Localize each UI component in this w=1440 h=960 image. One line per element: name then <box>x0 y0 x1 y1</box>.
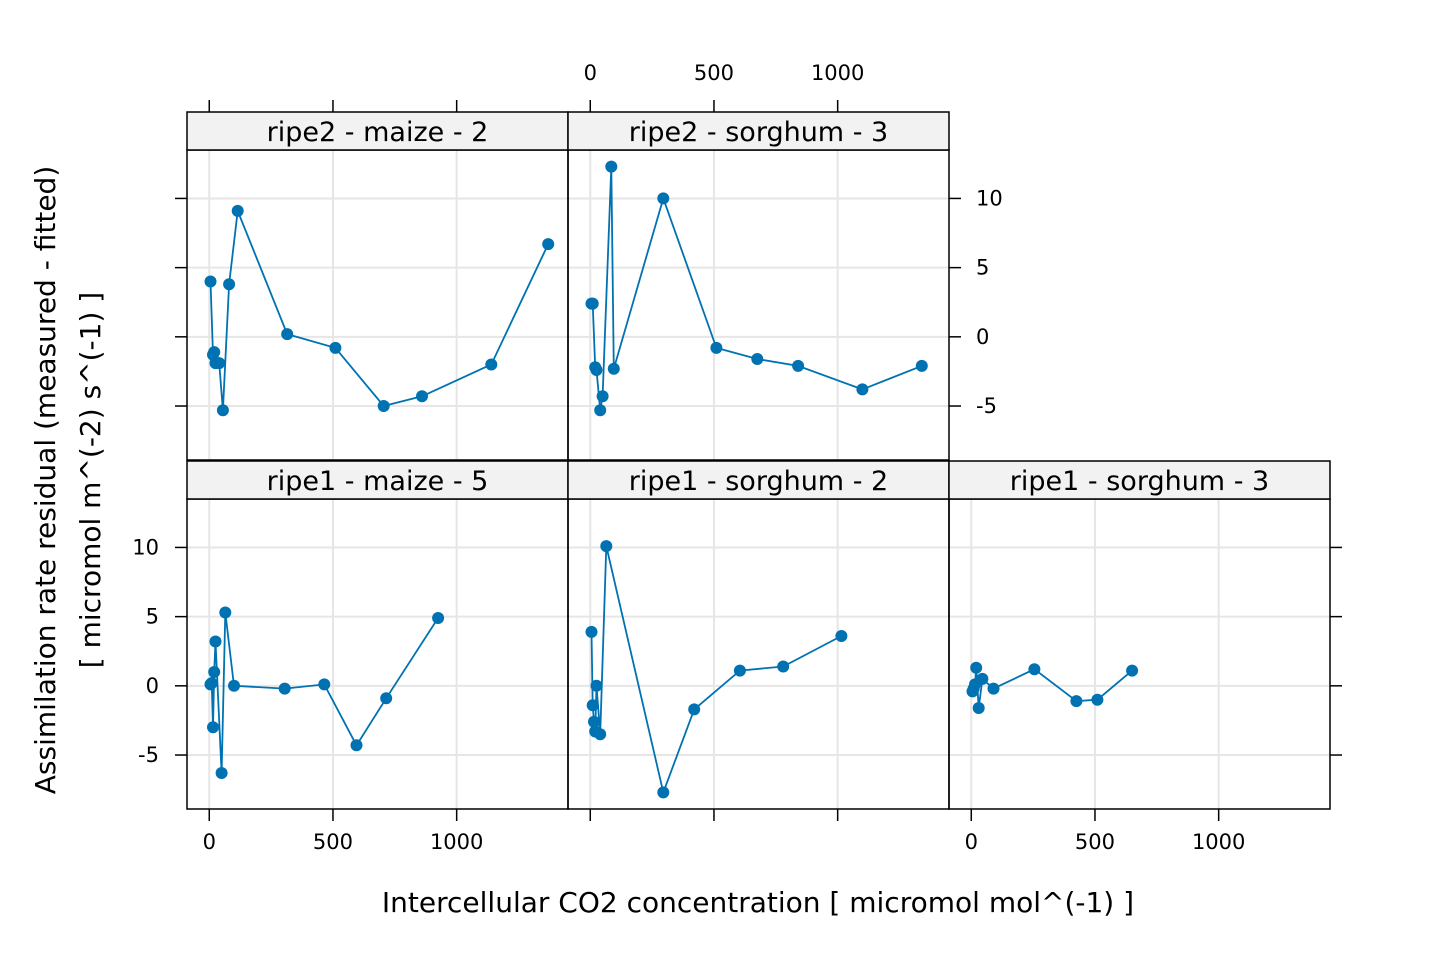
panel-frame <box>948 498 1331 810</box>
data-point <box>204 275 217 288</box>
x-tick-label: 1000 <box>1192 830 1245 854</box>
data-point <box>588 715 600 728</box>
data-point <box>657 786 670 799</box>
data-point <box>380 692 393 705</box>
strip-label: ripe1 - maize - 5 <box>267 466 489 497</box>
y-tick-label: 10 <box>976 186 1003 210</box>
ticks-layer: 0 500 1000 0 500 1000 0 500 1000 -5 0 5 10 -5 0 5 10 <box>132 61 1342 854</box>
data-point <box>657 192 670 205</box>
panel-strip <box>948 460 1331 500</box>
data-point <box>1070 695 1083 708</box>
data-point <box>777 660 790 673</box>
data-point <box>377 400 390 412</box>
data-point <box>856 383 869 396</box>
x-tick-label: 0 <box>203 830 216 854</box>
data-point <box>751 353 764 365</box>
data-point <box>216 404 229 417</box>
y-tick-label: 5 <box>976 256 989 280</box>
data-point <box>223 278 236 291</box>
strip-label: ripe1 - sorghum - 3 <box>1010 466 1269 497</box>
data-point <box>278 682 291 695</box>
data-point <box>485 358 498 371</box>
series-line <box>591 166 923 411</box>
y-axis-title-line1: Assimilation rate residual (measured - f… <box>29 166 62 795</box>
y-tick-label: 10 <box>132 535 159 559</box>
data-point <box>972 702 985 714</box>
panel-strip <box>567 460 950 500</box>
strip-label: ripe2 - sorghum - 3 <box>629 117 888 148</box>
data-point <box>586 699 599 712</box>
data-point <box>329 341 342 354</box>
data-point <box>281 328 294 341</box>
data-point <box>733 664 746 677</box>
data-point <box>590 364 603 376</box>
x-tick-label: 500 <box>313 830 353 854</box>
data-point <box>586 297 599 310</box>
series-line <box>209 210 550 411</box>
panel-frame <box>567 498 950 810</box>
data-point <box>987 682 1000 695</box>
panel-frame <box>186 498 569 810</box>
grid-layer <box>187 150 1330 809</box>
x-tick-label: 0 <box>584 61 597 85</box>
data-point <box>215 767 228 779</box>
data-point <box>976 672 989 685</box>
y-tick-label: 5 <box>146 605 159 629</box>
data-point <box>231 204 244 217</box>
data-point <box>710 341 723 354</box>
data-point <box>594 404 607 417</box>
data-point <box>594 728 607 741</box>
data-point <box>688 703 701 716</box>
panel-frame <box>186 149 569 461</box>
data-point <box>209 635 222 648</box>
data-point <box>219 606 232 619</box>
data-point <box>590 679 603 692</box>
data-point <box>970 661 983 674</box>
data-point <box>432 612 445 624</box>
x-tick-label: 0 <box>965 830 978 854</box>
strips-layer: ripe2 - maize - 2 ripe2 - sorghum - 3 ripe… <box>186 111 1331 500</box>
panel-strip <box>567 111 950 151</box>
data-point <box>416 390 428 403</box>
data-point <box>350 739 363 752</box>
data-point <box>208 346 221 359</box>
data-point <box>1028 663 1041 676</box>
y-tick-label: 0 <box>146 674 159 698</box>
data-point <box>207 721 219 734</box>
data-point <box>835 630 848 642</box>
x-tick-label: 1000 <box>811 61 864 85</box>
data-point <box>1091 693 1104 706</box>
data-point <box>596 390 609 403</box>
data-point <box>208 666 221 678</box>
x-tick-label: 500 <box>1075 830 1115 854</box>
x-tick-label: 500 <box>694 61 734 85</box>
data-point <box>542 238 555 251</box>
data-point <box>213 357 226 370</box>
y-tick-label: -5 <box>976 394 997 418</box>
data-point <box>228 679 240 692</box>
data-point <box>915 359 928 372</box>
series-line <box>209 612 439 774</box>
data-point <box>318 678 331 691</box>
y-tick-label: -5 <box>138 743 159 767</box>
strip-label: ripe1 - sorghum - 2 <box>629 466 888 497</box>
x-axis-title: Intercellular CO2 concentration [ microm… <box>382 886 1134 919</box>
series-layer <box>204 160 1139 799</box>
strip-label: ripe2 - maize - 2 <box>267 117 489 148</box>
data-point <box>605 160 618 173</box>
panel-strip <box>186 460 569 500</box>
data-point <box>585 625 598 638</box>
x-tick-label: 1000 <box>430 830 483 854</box>
panel-strip <box>186 111 569 151</box>
y-tick-label: 0 <box>976 325 989 349</box>
data-point <box>600 540 613 553</box>
data-point <box>205 677 218 690</box>
panel-frame <box>567 149 950 461</box>
data-point <box>1126 664 1139 677</box>
data-point <box>607 362 620 375</box>
y-axis-title-line2: [ micromol m^(-2) s^(-1) ] <box>74 292 107 668</box>
data-point <box>792 359 805 372</box>
